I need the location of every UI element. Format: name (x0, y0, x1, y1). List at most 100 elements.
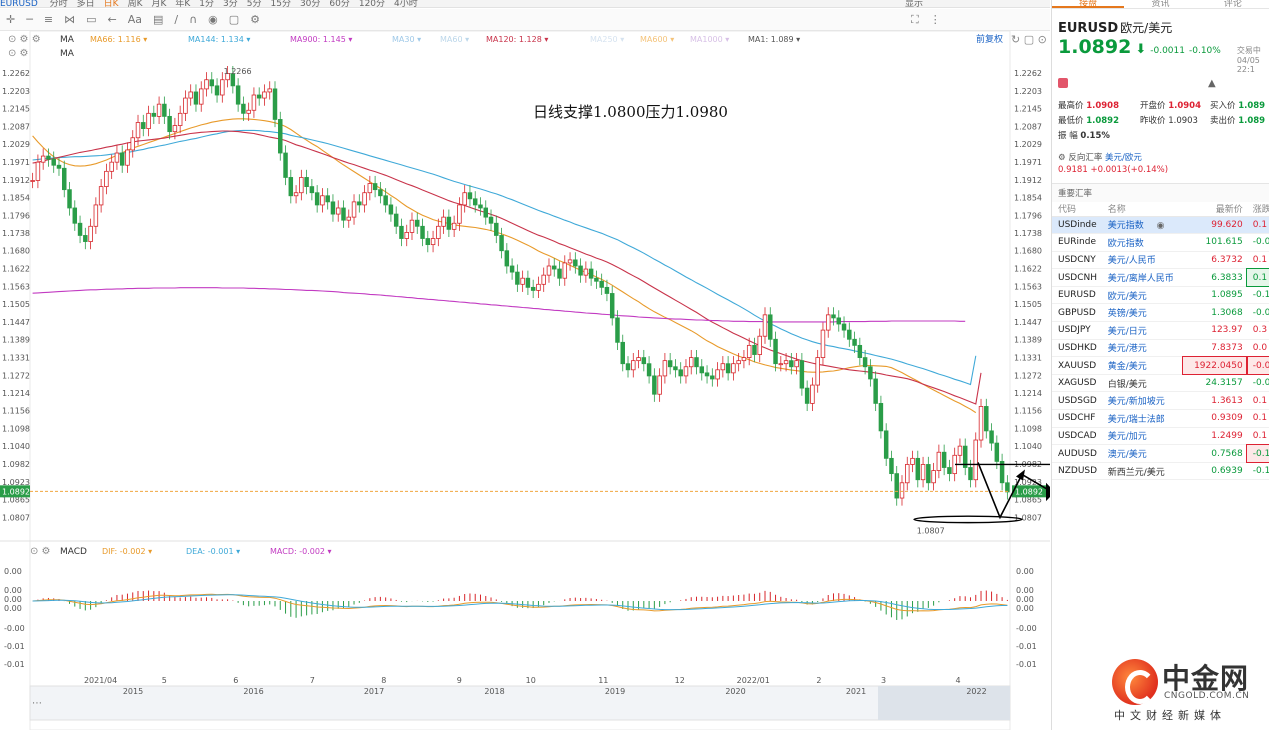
candle-body (441, 216, 446, 227)
candle-body (415, 219, 420, 227)
rate-price: 99.620 (1182, 216, 1247, 235)
toolbar-display[interactable]: 显示 (905, 0, 924, 8)
rates-table: 代码 名称 最新价 涨跌 USDinde 美元指数 ◉ 99.620 0.1 EURin… (1052, 202, 1269, 481)
rate-price: 1.3613 (1182, 391, 1247, 411)
tab-comments[interactable]: 评论 (1223, 0, 1242, 9)
candle-body (984, 406, 989, 432)
table-row[interactable]: GBPUSD 英镑/美元 1.3068 -0.0 (1052, 303, 1269, 323)
candle-body (293, 192, 299, 197)
forecast-arrowhead-2 (1046, 482, 1050, 502)
y-tick-right: 1.2145 (1014, 105, 1042, 114)
candle-body (104, 170, 109, 188)
table-row[interactable]: USDCNH 美元/离岸人民币 6.3833 0.1 (1052, 267, 1269, 288)
table-row[interactable]: USDCNY 美元/人民币 6.3732 0.1 (1052, 251, 1269, 270)
ma-legend-1: MA144: 1.134 ▾ (188, 35, 250, 44)
candle-body (72, 207, 78, 224)
y-tick-left: 1.1971 (2, 158, 30, 167)
candle-body (567, 259, 573, 264)
trash-icon[interactable]: ▢ (228, 13, 240, 26)
bell-icon[interactable]: ▲ (1208, 78, 1216, 89)
rate-change: -0.1 (1246, 462, 1269, 481)
eye-icon[interactable]: ◉ (208, 13, 218, 26)
watch-icon[interactable]: ◉ (1153, 221, 1165, 232)
candle-body (451, 222, 457, 230)
y-tick-left: 1.0807 (2, 513, 30, 522)
tab-handicap[interactable]: 接盘 (1052, 0, 1125, 9)
table-row[interactable]: USDCAD 美元/加元 1.2499 0.1 (1052, 427, 1269, 446)
period-9[interactable]: 15分 (270, 0, 291, 8)
period-8[interactable]: 5分 (246, 0, 262, 8)
candle-body (225, 73, 230, 81)
settings-icon[interactable]: ⚙ (250, 13, 261, 26)
candle-body (688, 357, 694, 368)
y-tick-right: 1.1505 (1014, 300, 1042, 309)
fib-tool-icon[interactable]: ⋈ (64, 13, 76, 26)
table-row[interactable]: USDCHF 美元/瑞士法郎 0.9309 0.1 (1052, 409, 1269, 428)
last-price: 1.0892 (1058, 36, 1132, 58)
stat-2: 买入价 1.089 (1210, 99, 1269, 111)
rate-name: 美元/加元 (1101, 427, 1183, 446)
candle-body (351, 201, 357, 218)
period-6[interactable]: 1分 (199, 0, 215, 8)
reverse-pair[interactable]: 美元/欧元 (1105, 153, 1142, 163)
candle-body (77, 222, 83, 236)
back-icon[interactable]: ← (107, 13, 117, 26)
candle-body (378, 189, 383, 197)
candle-body (478, 204, 483, 209)
period-7[interactable]: 3分 (223, 0, 238, 8)
table-row[interactable]: USDHKD 美元/港元 7.8373 0.0 (1052, 339, 1269, 358)
fullscreen-icon[interactable]: ⛶ (911, 12, 919, 26)
candle-body (852, 338, 857, 346)
table-row[interactable]: NZDUSD 新西兰元/美元 0.6939 -0.1 (1052, 462, 1269, 481)
period-11[interactable]: 60分 (329, 0, 350, 8)
candle-body (746, 344, 752, 358)
macd-tick-right: 0.00 (1016, 567, 1034, 576)
pen-icon[interactable]: ∕ (174, 13, 179, 26)
candle-body (62, 167, 67, 191)
x-tick-label: 2021/04 (84, 676, 117, 685)
toolbar-symbol[interactable]: EURUSD (0, 0, 38, 8)
menu-icon[interactable]: ⋮ (929, 13, 941, 26)
reverse-rate: ⚙ 反向汇率 美元/欧元 0.9181 +0.0013(+0.14%) (1052, 141, 1269, 175)
table-row[interactable]: USDinde 美元指数 ◉ 99.620 0.1 (1052, 216, 1269, 235)
kline-chart[interactable]: ⊙ ⚙ ⚙ MA MA66: 1.116 ▾ MA144: 1.134 ▾ MA900:… (0, 31, 1050, 730)
text-tool-icon[interactable]: Aa (127, 13, 142, 26)
period-13[interactable]: 4小时 (394, 0, 418, 8)
table-row[interactable]: EURUSD 欧元/美元 1.0895 -0.1 (1052, 286, 1269, 305)
y-tick-right: 1.1738 (1014, 229, 1042, 238)
table-row[interactable]: USDJPY 美元/日元 123.97 0.3 (1052, 321, 1269, 340)
ma-legend-0: MA66: 1.116 ▾ (90, 35, 147, 44)
period-1[interactable]: 多日 (76, 0, 95, 8)
high-label: 1.2266 (224, 67, 252, 76)
period-10[interactable]: 30分 (299, 0, 321, 8)
table-row[interactable]: XAUUSD 黄金/美元 1922.0450 -0.0 (1052, 355, 1269, 376)
table-row[interactable]: USDSGD 美元/新加坡元 1.3613 0.1 (1052, 391, 1269, 411)
period-0[interactable]: 分时 (49, 0, 68, 8)
table-row[interactable]: EURinde 欧元指数 101.615 -0.0 (1052, 233, 1269, 252)
period-4[interactable]: 月K (151, 0, 167, 8)
table-row[interactable]: XAGUSD 白银/美元 24.3157 -0.0 (1052, 374, 1269, 393)
tab-news[interactable]: 资讯 (1151, 0, 1170, 9)
period-5[interactable]: 年K (175, 0, 191, 8)
comment-icon[interactable]: ▤ (152, 13, 164, 26)
channel-tool-icon[interactable]: ≡ (43, 13, 54, 26)
candle-body (404, 232, 409, 239)
magnet-icon[interactable]: ∩ (189, 13, 198, 26)
table-row[interactable]: AUDUSD 澳元/美元 0.7568 -0.1 (1052, 443, 1269, 464)
shape-tool-icon[interactable]: ▭ (86, 13, 97, 26)
y-tick-right: 1.0865 (1014, 496, 1042, 505)
crosshair-icon[interactable]: ✛ (6, 13, 16, 26)
candle-body (999, 461, 1005, 484)
candle-body (35, 161, 41, 181)
period-12[interactable]: 120分 (358, 0, 386, 8)
rate-price: 0.6939 (1182, 462, 1247, 481)
forecast-arrowhead (1016, 469, 1025, 481)
dea-line (32, 594, 1008, 611)
candle-body (509, 265, 515, 273)
candle-body (678, 369, 683, 377)
favorite-icon[interactable] (1058, 78, 1068, 88)
period-3[interactable]: 周K (127, 0, 143, 8)
line-tool-icon[interactable]: ─ (26, 13, 33, 26)
ma2-label: MA (60, 49, 75, 59)
period-2[interactable]: 日K (103, 0, 119, 8)
